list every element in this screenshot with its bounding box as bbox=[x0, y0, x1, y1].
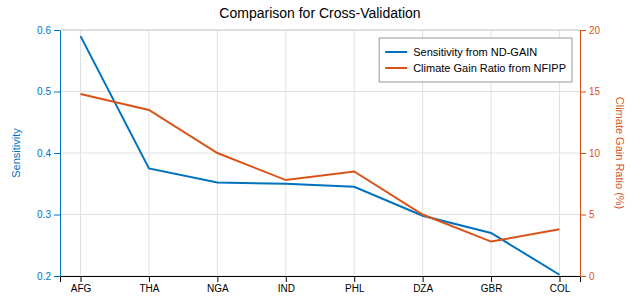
y-axis-line bbox=[54, 31, 61, 277]
legend-swatch bbox=[385, 67, 407, 69]
y2-tick: 20 bbox=[580, 25, 601, 36]
x-tick-label: IND bbox=[278, 283, 295, 294]
x-tick-label: NGA bbox=[207, 283, 229, 294]
x-tick-label: DZA bbox=[413, 283, 433, 294]
y2-axis-title: Climate Gain Ratio (%) bbox=[614, 97, 626, 209]
x-tick: NGA bbox=[207, 276, 229, 294]
x-tick-mark bbox=[491, 276, 492, 282]
x-tick-label: THA bbox=[139, 283, 159, 294]
x-tick-mark bbox=[423, 276, 424, 282]
x-tick-mark bbox=[559, 276, 560, 282]
x-tick: GBR bbox=[481, 276, 503, 294]
y2-tick-mark bbox=[580, 276, 586, 277]
y-tick-label: 0.6 bbox=[37, 25, 51, 36]
y-tick: 0.5 bbox=[37, 86, 60, 97]
y2-tick-mark bbox=[580, 215, 586, 216]
y-tick: 0.2 bbox=[37, 271, 60, 282]
x-axis-line bbox=[61, 277, 581, 283]
y2-tick-label: 10 bbox=[589, 148, 601, 159]
y-tick: 0.3 bbox=[37, 209, 60, 220]
y2-tick-mark bbox=[580, 153, 586, 154]
x-tick: COL bbox=[550, 276, 571, 294]
grid-line-x bbox=[148, 30, 149, 276]
x-tick-label: COL bbox=[550, 283, 571, 294]
y2-tick: 0 bbox=[580, 271, 595, 282]
grid-line-y bbox=[60, 214, 580, 215]
y-tick-mark bbox=[54, 92, 60, 93]
x-tick-label: PHL bbox=[345, 283, 365, 294]
y2-tick: 5 bbox=[580, 209, 595, 220]
x-tick-mark bbox=[149, 276, 150, 282]
grid-line-x bbox=[80, 30, 81, 276]
y-tick-label: 0.3 bbox=[37, 209, 51, 220]
legend: Sensitivity from ND-GAIN Climate Gain Rat… bbox=[379, 38, 572, 82]
y-tick-mark bbox=[54, 276, 60, 277]
x-tick: DZA bbox=[413, 276, 433, 294]
y-tick-mark bbox=[54, 215, 60, 216]
x-tick: IND bbox=[278, 276, 295, 294]
y-tick: 0.6 bbox=[37, 25, 60, 36]
y2-tick-mark bbox=[580, 92, 586, 93]
grid-line-y bbox=[60, 30, 580, 31]
y-tick-label: 0.4 bbox=[37, 148, 51, 159]
x-tick-mark bbox=[354, 276, 355, 282]
x-tick-label: AFG bbox=[71, 283, 92, 294]
x-tick: PHL bbox=[345, 276, 365, 294]
y-tick-label: 0.2 bbox=[37, 271, 51, 282]
legend-label: Climate Gain Ratio from NFIPP bbox=[413, 62, 566, 74]
frame-top bbox=[60, 30, 580, 31]
legend-label: Sensitivity from ND-GAIN bbox=[413, 46, 537, 58]
y-axis-title: Sensitivity bbox=[10, 128, 22, 178]
x-tick: THA bbox=[139, 276, 159, 294]
y2-tick-label: 5 bbox=[589, 209, 595, 220]
legend-swatch bbox=[385, 51, 407, 53]
legend-box bbox=[379, 38, 572, 82]
y-tick-label: 0.5 bbox=[37, 86, 51, 97]
chart: AFGTHANGAINDPHLDZAGBRCOL0.20.30.40.50.60… bbox=[0, 0, 640, 302]
grid bbox=[60, 30, 580, 276]
x-tick-mark bbox=[217, 276, 218, 282]
y-tick-mark bbox=[54, 30, 60, 31]
series-line bbox=[81, 94, 560, 242]
grid-line-x bbox=[354, 30, 355, 276]
x-tick-mark bbox=[286, 276, 287, 282]
y2-tick: 15 bbox=[580, 86, 601, 97]
y2-tick-label: 20 bbox=[589, 25, 601, 36]
y-axis: 0.2 0.3 0.4 0.5 0.6 bbox=[37, 25, 60, 282]
y2-axis-line bbox=[581, 31, 587, 277]
y2-tick-label: 15 bbox=[589, 86, 601, 97]
y2-axis: 0 5 10 15 20 bbox=[580, 25, 601, 282]
y2-tick: 10 bbox=[580, 148, 601, 159]
y2-tick-mark bbox=[580, 30, 586, 31]
x-tick-mark bbox=[81, 276, 82, 282]
y-tick: 0.4 bbox=[37, 148, 60, 159]
y-tick-mark bbox=[54, 153, 60, 154]
grid-line-y bbox=[60, 153, 580, 154]
grid-line-y bbox=[60, 91, 580, 92]
y2-tick-label: 0 bbox=[589, 271, 595, 282]
x-tick-label: GBR bbox=[481, 283, 503, 294]
grid-line-x bbox=[285, 30, 286, 276]
title: Comparison for Cross-Validation bbox=[219, 5, 420, 21]
x-tick: AFG bbox=[71, 276, 92, 294]
x-axis: AFG THA NGA IND PHL DZA GBR COL bbox=[61, 276, 581, 294]
